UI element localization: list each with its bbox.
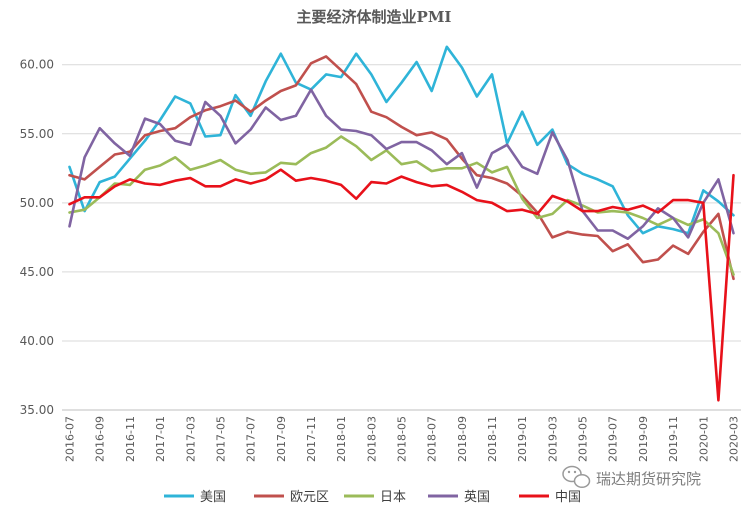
- x-tick-label: 2016-11: [124, 416, 137, 462]
- x-tick-label: 2019-05: [577, 416, 590, 462]
- y-tick-label: 50.00: [20, 196, 54, 210]
- x-tick-label: 2017-09: [275, 416, 288, 462]
- watermark: 瑞达期货研究院: [562, 465, 701, 489]
- legend: 美国 欧元区 日本 英国 中国: [164, 490, 581, 505]
- y-tick-label: 35.00: [20, 403, 54, 417]
- y-axis-ticks: 35.00 40.00 45.00 50.00 55.00 60.00: [20, 58, 54, 417]
- series-line-0: [68, 45, 735, 235]
- y-tick-label: 40.00: [20, 334, 54, 348]
- watermark-text: 瑞达期货研究院: [596, 470, 701, 488]
- x-tick-label: 2016-07: [64, 416, 77, 462]
- x-tick-label: 2017-01: [154, 416, 167, 462]
- legend-label: 中国: [555, 490, 581, 505]
- y-tick-label: 45.00: [20, 265, 54, 279]
- chart-title: 主要经济体制造业PMI: [297, 8, 452, 26]
- x-tick-label: 2019-07: [607, 416, 620, 462]
- x-tick-label: 2016-09: [94, 416, 107, 462]
- y-tick-label: 60.00: [20, 58, 54, 72]
- legend-label: 日本: [380, 490, 406, 505]
- series-lines: [68, 45, 735, 402]
- x-tick-label: 2017-03: [184, 416, 197, 462]
- x-tick-label: 2018-09: [456, 416, 469, 462]
- x-tick-label: 2019-01: [516, 416, 529, 462]
- series-line-4: [68, 168, 735, 402]
- wechat-icon: [562, 465, 591, 489]
- x-tick-label: 2018-01: [335, 416, 348, 462]
- x-tick-label: 2018-03: [365, 416, 378, 462]
- series-line-3: [68, 88, 735, 240]
- x-tick-label: 2017-11: [305, 416, 318, 462]
- x-tick-label: 2018-11: [486, 416, 499, 462]
- x-axis-ticks: 2016-07 2016-09 2016-11 2017-01 2017-03 2017-…: [64, 416, 741, 462]
- x-tick-label: 2019-03: [546, 416, 559, 462]
- legend-label: 欧元区: [290, 490, 329, 505]
- x-tick-label: 2020-03: [727, 416, 740, 462]
- legend-label: 英国: [464, 490, 490, 505]
- y-tick-label: 55.00: [20, 127, 54, 141]
- series-line-1: [68, 55, 735, 281]
- legend-label: 美国: [200, 490, 226, 505]
- grid: [62, 64, 741, 411]
- series-line-2: [68, 135, 735, 276]
- x-tick-label: 2017-07: [245, 416, 258, 462]
- x-tick-label: 2018-05: [396, 416, 409, 462]
- x-tick-label: 2019-11: [667, 416, 680, 462]
- x-tick-label: 2020-01: [697, 416, 710, 462]
- x-tick-label: 2019-09: [637, 416, 650, 462]
- x-tick-label: 2017-05: [214, 416, 227, 462]
- x-tick-label: 2018-07: [426, 416, 439, 462]
